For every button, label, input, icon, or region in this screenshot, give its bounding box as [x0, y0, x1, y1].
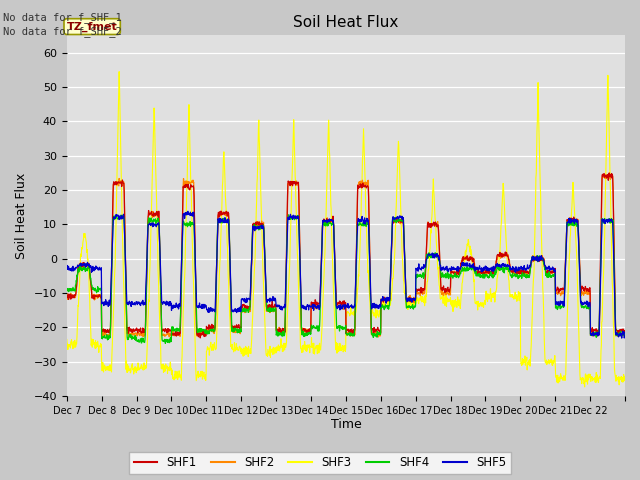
X-axis label: Time: Time	[330, 419, 361, 432]
Text: TZ_fmet: TZ_fmet	[67, 22, 118, 32]
Text: No data for f_SHF_1: No data for f_SHF_1	[3, 12, 122, 23]
Y-axis label: Soil Heat Flux: Soil Heat Flux	[15, 172, 28, 259]
Title: Soil Heat Flux: Soil Heat Flux	[293, 15, 399, 30]
Text: No data for f_SHF_2: No data for f_SHF_2	[3, 26, 122, 37]
Legend: SHF1, SHF2, SHF3, SHF4, SHF5: SHF1, SHF2, SHF3, SHF4, SHF5	[129, 452, 511, 474]
